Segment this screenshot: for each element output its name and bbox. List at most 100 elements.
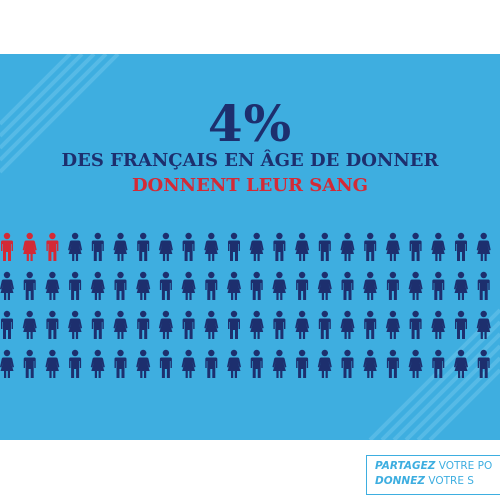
person-icon — [409, 232, 422, 261]
headline-percent: 4% — [207, 94, 293, 153]
person-icon — [340, 232, 355, 261]
person-icon — [431, 232, 446, 261]
person-icon — [317, 271, 332, 300]
person-icon — [340, 310, 355, 339]
person-icon-donor — [1, 232, 13, 261]
person-icon — [296, 271, 309, 300]
infographic-panel: 4% DES FRANÇAIS EN ÂGE DE DONNER DONNENT… — [0, 54, 500, 440]
person-icon — [228, 310, 240, 339]
person-icon — [136, 349, 151, 378]
person-icon — [1, 310, 13, 339]
person-icon — [114, 271, 127, 300]
person-icon — [295, 232, 310, 261]
person-icon — [0, 349, 14, 378]
person-icon — [159, 271, 172, 300]
person-icon — [69, 271, 82, 300]
person-icon — [228, 232, 240, 261]
person-icon — [0, 271, 14, 300]
person-icon — [273, 232, 286, 261]
person-icon — [249, 232, 264, 261]
person-icon — [159, 349, 172, 378]
person-icon — [273, 310, 286, 339]
person-icon — [385, 310, 400, 339]
people-grid — [0, 228, 500, 398]
person-icon — [137, 232, 150, 261]
person-icon-donor — [46, 232, 59, 261]
person-icon — [432, 271, 445, 300]
people-grid-svg — [0, 232, 491, 378]
person-icon — [250, 349, 263, 378]
person-icon — [181, 349, 196, 378]
person-icon — [23, 271, 36, 300]
person-icon — [204, 232, 219, 261]
person-icon — [69, 349, 82, 378]
person-icon — [158, 310, 173, 339]
person-icon — [22, 310, 37, 339]
tagline-line-2-bold: DONNEZ — [375, 475, 426, 487]
person-icon — [317, 349, 332, 378]
person-icon — [113, 310, 128, 339]
headline-line-2: DONNENT LEUR SANG — [131, 175, 369, 196]
person-icon — [182, 232, 195, 261]
share-tagline-banner[interactable]: PARTAGEZ VOTRE PO DONNEZ VOTRE S — [366, 455, 500, 495]
tagline-line-1-rest: VOTRE PO — [435, 460, 493, 472]
person-icon — [341, 349, 354, 378]
person-icon — [45, 271, 60, 300]
person-icon — [23, 349, 36, 378]
person-icon — [477, 349, 490, 378]
person-icon — [341, 271, 354, 300]
person-icon — [250, 271, 263, 300]
person-icon — [46, 310, 59, 339]
person-icon — [363, 271, 378, 300]
person-icon — [227, 349, 241, 378]
person-icon — [205, 271, 218, 300]
person-icon — [455, 310, 467, 339]
person-icon — [182, 310, 195, 339]
tagline-line-1-bold: PARTAGEZ — [375, 460, 436, 472]
person-icon — [249, 310, 264, 339]
person-icon — [272, 349, 287, 378]
person-icon — [385, 232, 400, 261]
person-icon-donor — [22, 232, 37, 261]
person-icon — [45, 349, 60, 378]
person-icon — [90, 349, 105, 378]
person-icon — [386, 271, 399, 300]
person-icon — [477, 271, 490, 300]
person-icon — [90, 271, 105, 300]
person-icon — [296, 349, 309, 378]
headline-line-1: DES FRANÇAIS EN ÂGE DE DONNER — [61, 150, 439, 171]
person-icon — [227, 271, 241, 300]
person-icon — [158, 232, 173, 261]
person-icon — [454, 349, 468, 378]
person-icon — [408, 349, 423, 378]
person-icon — [114, 349, 127, 378]
person-icon — [204, 310, 219, 339]
person-icon — [295, 310, 310, 339]
tagline-line-1: PARTAGEZ VOTRE PO — [375, 459, 500, 474]
person-icon — [364, 232, 377, 261]
person-icon — [386, 349, 399, 378]
person-icon — [476, 310, 491, 339]
tagline-line-2-rest: VOTRE S — [425, 475, 474, 487]
person-icon — [137, 310, 150, 339]
person-icon — [91, 310, 104, 339]
person-icon — [408, 271, 423, 300]
person-icon — [409, 310, 422, 339]
person-icon — [476, 232, 491, 261]
person-icon — [363, 349, 378, 378]
person-icon — [364, 310, 377, 339]
person-icon — [91, 232, 104, 261]
person-icon — [68, 310, 83, 339]
tagline-line-2: DONNEZ VOTRE S — [375, 474, 500, 489]
person-icon — [272, 271, 287, 300]
person-icon — [455, 232, 467, 261]
person-icon — [205, 349, 218, 378]
person-icon — [431, 310, 446, 339]
person-icon — [68, 232, 83, 261]
person-icon — [318, 310, 331, 339]
person-icon — [454, 271, 468, 300]
person-icon — [113, 232, 128, 261]
person-icon — [181, 271, 196, 300]
person-icon — [432, 349, 445, 378]
